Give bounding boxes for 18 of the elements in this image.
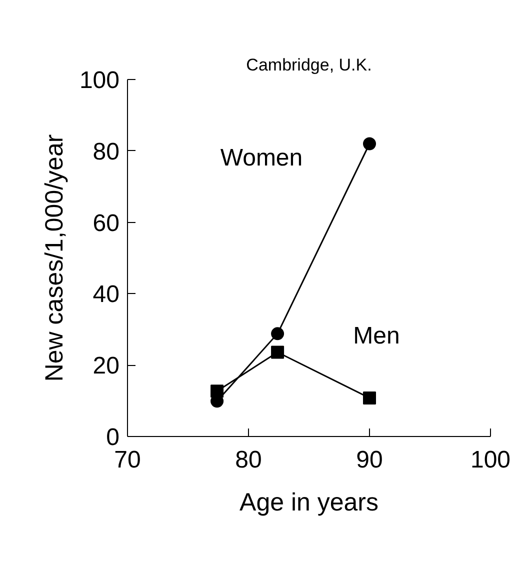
y-tick-label: 20 (92, 352, 120, 380)
y-axis-title: New cases/1,000/year (40, 134, 68, 382)
series-label: Men (353, 322, 400, 350)
point (363, 137, 376, 150)
point (271, 327, 284, 340)
y-tick-label: 80 (92, 138, 120, 166)
y-tick-label: 60 (92, 210, 120, 237)
point (363, 391, 376, 404)
point (271, 346, 284, 359)
x-tick-label: 90 (356, 446, 383, 474)
y-tick-label: 100 (79, 67, 120, 94)
text: Women (220, 144, 303, 172)
point (210, 384, 224, 398)
x-tick-label: 80 (235, 446, 262, 474)
chart-title: Cambridge, U.K. (246, 56, 372, 74)
x-tick-label: 100 (470, 446, 511, 474)
x-axis-title: Age in years (240, 488, 378, 516)
y-tick-label: 40 (92, 281, 120, 308)
